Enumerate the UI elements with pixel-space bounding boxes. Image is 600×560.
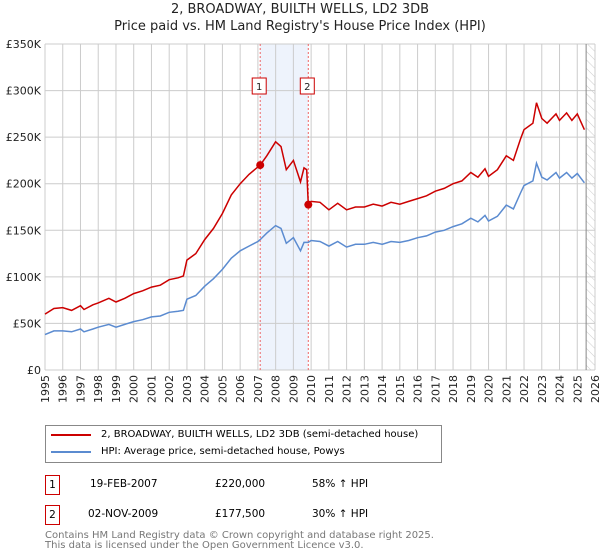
y-tick-label: £350K — [6, 38, 42, 51]
sale-badge: 1 — [45, 475, 60, 495]
chart-subtitle: Price paid vs. HM Land Registry's House … — [114, 19, 486, 34]
x-tick-label: 2002 — [163, 375, 176, 403]
sale-row: 1 19-FEB-2007 £220,000 58% ↑ HPI — [45, 475, 445, 495]
x-tick-label: 2001 — [145, 375, 158, 403]
legend-swatch-property — [51, 433, 91, 436]
sale-point — [256, 161, 265, 170]
x-tick-label: 2012 — [341, 375, 354, 403]
y-tick-label: £0 — [27, 364, 41, 377]
x-tick-label: 2010 — [305, 375, 318, 403]
chart-plot: 1995 1996 1997 1998 1999 2000 2001 2002 2003 2004… — [6, 38, 600, 403]
x-tick-label: 1997 — [74, 375, 87, 403]
chart-title: 2, BROADWAY, BUILTH WELLS, LD2 3DB — [170, 2, 430, 17]
sale-label: 2 — [304, 82, 310, 93]
x-tick-label: 2007 — [252, 375, 265, 403]
y-tick-label: £50K — [13, 317, 42, 330]
x-tick-label: 2016 — [412, 375, 425, 403]
sale-date: 19-FEB-2007 — [90, 478, 158, 490]
footer-copyright: Contains HM Land Registry data © Crown c… — [45, 530, 434, 541]
x-tick-label: 2005 — [216, 375, 229, 403]
x-tick-label: 2024 — [554, 375, 567, 403]
sale-label-box — [251, 77, 267, 95]
x-tick-label: 2021 — [500, 375, 513, 403]
sale-label: 1 — [256, 82, 262, 93]
x-tick-label: 2022 — [518, 375, 531, 403]
x-tick-label: 2020 — [483, 375, 496, 403]
sale-hpi-change: 30% ↑ HPI — [312, 508, 369, 520]
sale-price: £177,500 — [215, 508, 266, 520]
x-tick-label: 2019 — [465, 375, 478, 403]
legend-label-property: 2, BROADWAY, BUILTH WELLS, LD2 3DB (semi… — [101, 429, 419, 440]
sale-row: 2 02-NOV-2009 £177,500 30% ↑ HPI — [45, 505, 445, 525]
sale-hpi-change: 58% ↑ HPI — [312, 478, 369, 490]
y-tick-label: £200K — [6, 178, 42, 191]
sale-badge: 2 — [45, 505, 60, 525]
sale-period-shade — [260, 44, 309, 370]
x-tick-label: 1998 — [92, 375, 105, 403]
x-tick-label: 2018 — [447, 375, 460, 403]
footer-licence: This data is licensed under the Open Gov… — [45, 540, 364, 551]
sale-point — [304, 200, 313, 209]
x-tick-label: 2025 — [571, 375, 584, 403]
x-tick-label: 2011 — [323, 375, 336, 403]
hpi-line — [44, 160, 585, 336]
y-tick-label: £150K — [6, 224, 42, 237]
x-tick-label: 2004 — [199, 375, 212, 403]
sale-price: £220,000 — [215, 478, 266, 490]
x-tick-label: 2015 — [394, 375, 407, 403]
y-tick-label: £100K — [6, 271, 42, 284]
sale-label-box — [299, 77, 315, 95]
legend-label-hpi: HPI: Average price, semi-detached house,… — [101, 446, 345, 457]
x-tick-label: 1995 — [39, 375, 52, 403]
x-tick-label: 2014 — [376, 375, 389, 403]
y-tick-label: £250K — [6, 131, 42, 144]
legend: 2, BROADWAY, BUILTH WELLS, LD2 3DB (semi… — [45, 425, 442, 463]
x-tick-label: 1996 — [57, 375, 70, 403]
legend-swatch-hpi — [51, 450, 91, 453]
x-tick-label: 2026 — [589, 375, 600, 403]
x-tick-label: 2008 — [270, 375, 283, 403]
x-tick-label: 1999 — [110, 375, 123, 403]
x-tick-label: 2006 — [234, 375, 247, 403]
sale-date: 02-NOV-2009 — [88, 508, 159, 520]
x-tick-label: 2000 — [128, 375, 141, 403]
x-tick-label: 2017 — [429, 375, 442, 403]
x-tick-label: 2013 — [358, 375, 371, 403]
y-tick-label: £300K — [6, 85, 42, 98]
x-tick-label: 2023 — [536, 375, 549, 403]
x-tick-label: 2003 — [181, 375, 194, 403]
x-tick-label: 2009 — [287, 375, 300, 403]
footer: Contains HM Land Registry data © Crown c… — [45, 531, 434, 551]
forecast-hatch — [586, 44, 595, 370]
